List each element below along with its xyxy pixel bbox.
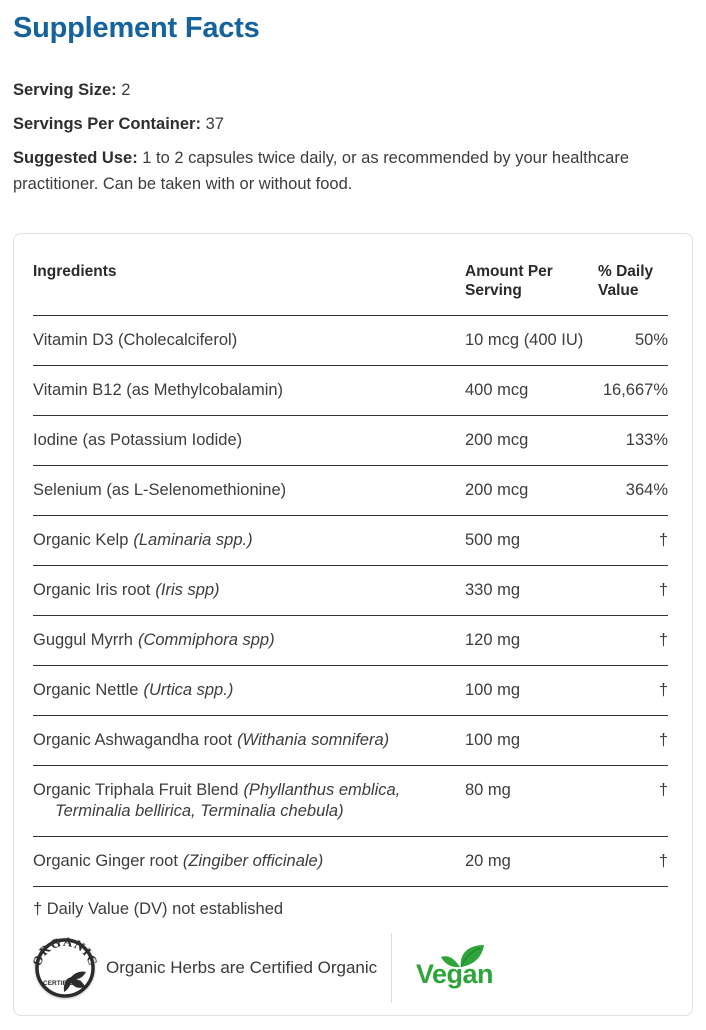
- servings-per-container-value: 37: [205, 115, 224, 133]
- amount-per-serving: 20 mg: [465, 836, 598, 887]
- table-row: Vitamin B12 (as Methylcobalamin) 400 mcg…: [33, 365, 668, 416]
- latin-name: (Phyllanthus emblica, Terminalia belliri…: [55, 781, 401, 820]
- daily-value-footnote: † Daily Value (DV) not established: [33, 900, 284, 918]
- suggested-use-text: 1 to 2 capsules twice daily, or as recom…: [13, 149, 629, 193]
- table-row: Selenium (as L-Selenomethionine) 200 mcg…: [33, 465, 668, 516]
- amount-per-serving: 100 mg: [465, 715, 598, 766]
- ingredient-name: Selenium (as L-Selenomethionine): [33, 465, 465, 516]
- serving-size-line: Serving Size: 2: [13, 77, 693, 103]
- daily-value: †: [598, 836, 668, 887]
- latin-name: (Zingiber officinale): [182, 852, 324, 870]
- table-row: Organic Ginger root (Zingiber officinale)…: [33, 836, 668, 887]
- serving-size-label: Serving Size:: [13, 81, 117, 99]
- vegan-leaves-icon: [441, 945, 484, 968]
- daily-value: †: [598, 765, 668, 837]
- badge-divider: [391, 933, 392, 1003]
- header-amount-per-serving: Amount Per Serving: [465, 262, 598, 316]
- ingredient-name: Vitamin D3 (Cholecalciferol): [33, 315, 465, 366]
- latin-name: (Commiphora spp): [137, 631, 275, 649]
- amount-per-serving: 100 mg: [465, 665, 598, 716]
- amount-per-serving: 330 mg: [465, 565, 598, 616]
- certification-badges: ORGANIC CERTIFIERS Organic Herbs are Cer…: [33, 931, 668, 1005]
- table-row: Organic Iris root (Iris spp) 330 mg †: [33, 565, 668, 616]
- table-header-row: Ingredients Amount Per Serving % Daily V…: [33, 262, 668, 316]
- latin-name: (Laminaria spp.): [133, 531, 253, 549]
- facts-panel: Ingredients Amount Per Serving % Daily V…: [13, 233, 693, 1016]
- svg-text:CERTIFIERS: CERTIFIERS: [43, 980, 82, 987]
- ingredient-name: Organic Triphala Fruit Blend (Phyllanthus…: [33, 765, 465, 837]
- daily-value: 50%: [598, 315, 668, 366]
- daily-value: 16,667%: [598, 365, 668, 416]
- table-row: Organic Triphala Fruit Blend (Phyllanthus…: [33, 765, 668, 837]
- table-row: Guggul Myrrh (Commiphora spp) 120 mg †: [33, 615, 668, 666]
- organic-certified-badge: ORGANIC CERTIFIERS Organic Herbs are Cer…: [33, 933, 391, 1003]
- amount-per-serving: 120 mg: [465, 615, 598, 666]
- ingredient-name: Vitamin B12 (as Methylcobalamin): [33, 365, 465, 416]
- latin-name: (Urtica spp.): [143, 681, 234, 699]
- suggested-use-line: Suggested Use: 1 to 2 capsules twice dai…: [13, 145, 689, 197]
- daily-value: †: [598, 615, 668, 666]
- suggested-use-label: Suggested Use:: [13, 149, 138, 167]
- amount-per-serving: 200 mcg: [465, 465, 598, 516]
- ingredient-name: Organic Ashwagandha root (Withania somnif…: [33, 715, 465, 766]
- daily-value: †: [598, 665, 668, 716]
- daily-value: †: [598, 565, 668, 616]
- table-row: Organic Ashwagandha root (Withania somnif…: [33, 715, 668, 766]
- organic-certified-label: Organic Herbs are Certified Organic: [106, 958, 378, 977]
- ingredients-table: Ingredients Amount Per Serving % Daily V…: [33, 262, 668, 887]
- daily-value: 364%: [598, 465, 668, 516]
- latin-name: (Withania somnifera): [237, 731, 390, 749]
- amount-per-serving: 80 mg: [465, 765, 598, 837]
- amount-per-serving: 200 mcg: [465, 415, 598, 466]
- page-title: Supplement Facts: [13, 12, 260, 44]
- serving-size-value: 2: [121, 81, 131, 99]
- amount-per-serving: 500 mg: [465, 515, 598, 566]
- ingredient-name: Organic Nettle (Urtica spp.): [33, 665, 465, 716]
- header-ingredients: Ingredients: [33, 262, 465, 316]
- table-row: Organic Nettle (Urtica spp.) 100 mg †: [33, 665, 668, 716]
- daily-value: †: [598, 715, 668, 766]
- latin-name: (Iris spp): [155, 581, 220, 599]
- organic-certifiers-icon: ORGANIC CERTIFIERS: [33, 935, 97, 998]
- table-row: Iodine (as Potassium Iodide) 200 mcg 133…: [33, 415, 668, 466]
- ingredient-name: Guggul Myrrh (Commiphora spp): [33, 615, 465, 666]
- servings-per-container-line: Servings Per Container: 37: [13, 111, 693, 137]
- amount-per-serving: 400 mcg: [465, 365, 598, 416]
- vegan-badge: Vegan: [392, 945, 494, 988]
- daily-value: 133%: [598, 415, 668, 466]
- ingredient-name: Organic Iris root (Iris spp): [33, 565, 465, 616]
- table-row: Vitamin D3 (Cholecalciferol) 10 mcg (400…: [33, 315, 668, 366]
- header-daily-value: % Daily Value: [598, 262, 668, 316]
- ingredient-name: Organic Ginger root (Zingiber officinale): [33, 836, 465, 887]
- amount-per-serving: 10 mcg (400 IU): [465, 315, 598, 366]
- table-row: Organic Kelp (Laminaria spp.) 500 mg †: [33, 515, 668, 566]
- daily-value: †: [598, 515, 668, 566]
- ingredient-name: Iodine (as Potassium Iodide): [33, 415, 465, 466]
- ingredient-name: Organic Kelp (Laminaria spp.): [33, 515, 465, 566]
- servings-per-container-label: Servings Per Container:: [13, 115, 201, 133]
